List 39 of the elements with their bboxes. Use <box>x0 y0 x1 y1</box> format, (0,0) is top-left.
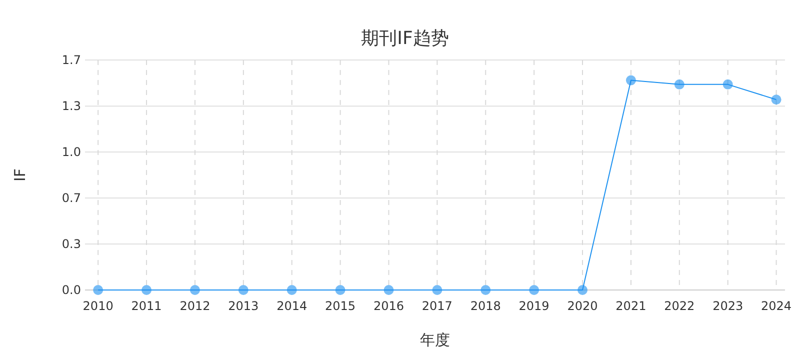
y-tick-label: 1.3 <box>62 99 81 114</box>
point <box>432 285 442 295</box>
x-tick-label: 2014 <box>276 299 308 313</box>
y-tick-label: 1.0 <box>62 145 81 160</box>
point <box>286 285 297 295</box>
x-tick-label: 2020 <box>567 299 598 313</box>
x-tick-label: 2019 <box>518 299 550 313</box>
point <box>190 285 200 295</box>
point <box>335 285 346 295</box>
point <box>93 285 104 295</box>
point <box>480 285 491 295</box>
point <box>578 285 588 295</box>
y-tick-label: 0.3 <box>62 237 81 252</box>
x-tick-label: 2012 <box>180 299 210 313</box>
y-tick-label: 0.0 <box>62 283 81 297</box>
y-axis-title: IF <box>11 168 29 182</box>
point <box>626 75 636 86</box>
point <box>529 285 540 295</box>
x-tick-label: 2013 <box>228 299 259 313</box>
chart-title: 期刊IF趋势 <box>361 28 449 49</box>
point <box>238 285 248 295</box>
x-tick-label: 2021 <box>616 299 646 313</box>
point <box>722 79 733 90</box>
x-tick-label: 2018 <box>470 299 501 313</box>
x-tick-label: 2015 <box>325 299 356 313</box>
point <box>384 285 394 295</box>
point <box>142 285 152 295</box>
y-tick-label: 1.7 <box>62 53 81 67</box>
x-axis-title: 年度 <box>420 331 450 349</box>
y-tick-label: 0.7 <box>62 190 81 205</box>
x-tick-label: 2024 <box>761 299 792 313</box>
x-tick-label: 2023 <box>712 299 744 313</box>
point <box>771 94 782 105</box>
x-tick-label: 2022 <box>664 299 695 313</box>
point <box>674 79 684 90</box>
x-tick-label: 2016 <box>373 299 404 313</box>
x-tick-label: 2017 <box>422 299 452 313</box>
x-tick-label: 2011 <box>131 299 162 313</box>
x-tick-label: 2010 <box>82 299 114 313</box>
